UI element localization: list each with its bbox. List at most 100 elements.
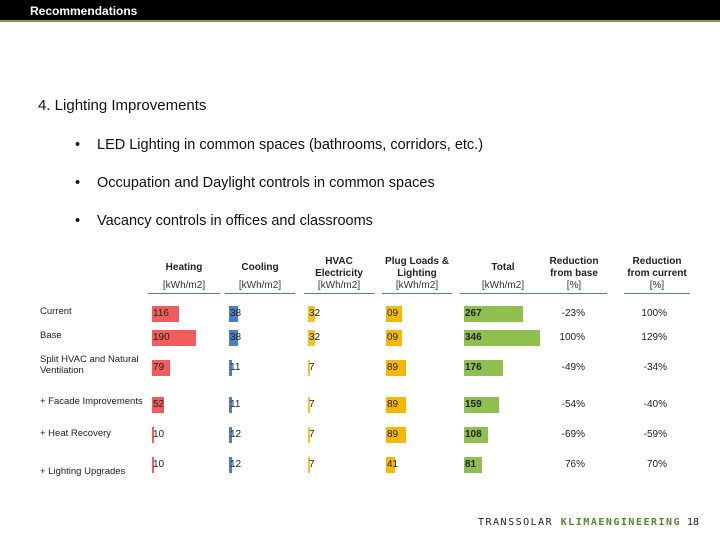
value-heating: 52 [153, 399, 165, 410]
brand-logo: TRANSSOLAR KLIMAENGINEERING [478, 517, 681, 528]
title-bar: Recommendations [0, 0, 720, 22]
bar-heating [152, 306, 179, 322]
bullet-item: • Vacancy controls in offices and classro… [75, 213, 373, 229]
bullet-text: Occupation and Daylight controls in comm… [97, 175, 435, 191]
bar-plug [386, 457, 396, 473]
column-header-red_base: Reduction from base [549, 256, 599, 279]
value-cooling: 38 [230, 332, 242, 343]
column-unit-red_current: [%] [624, 280, 690, 294]
value-total: 81 [465, 459, 477, 470]
value-red_base: -69% [561, 429, 585, 440]
bullet-glyph: • [75, 137, 81, 153]
value-plug: 89 [387, 429, 399, 440]
bar-cooling [229, 306, 238, 322]
value-red_base: -54% [561, 399, 585, 410]
bar-hvac [308, 330, 316, 346]
value-red_current: 100% [641, 308, 667, 319]
value-heating: 10 [153, 429, 165, 440]
bar-heating [152, 397, 164, 413]
bar-hvac [308, 360, 310, 376]
value-cooling: 11 [230, 362, 241, 373]
page-number: 18 [687, 517, 700, 528]
bar-plug [386, 427, 407, 443]
bar-heating [152, 457, 155, 473]
bar-plug [386, 397, 407, 413]
value-red_current: 70% [646, 459, 667, 470]
value-plug: 89 [387, 399, 399, 410]
column-header-cooling: Cooling [241, 262, 279, 273]
value-red_current: -34% [643, 362, 667, 373]
value-total: 108 [465, 429, 482, 440]
value-hvac: 7 [309, 399, 315, 410]
value-cooling: 12 [230, 459, 242, 470]
column-unit-red_base: [%] [541, 280, 607, 294]
row-label: + Facade Improvements [40, 396, 143, 407]
bar-total [464, 360, 503, 376]
brand-name: TRANSSOLAR [478, 517, 554, 528]
value-total: 346 [465, 332, 482, 343]
energy-table: Heating [kWh/m2] Cooling [kWh/m2] HVAC Elect… [0, 250, 720, 490]
value-hvac: 32 [309, 332, 321, 343]
column-header-hvac: HVAC Electricity [315, 256, 363, 279]
value-red_current: 129% [641, 332, 667, 343]
column-header-total: Total [491, 262, 515, 273]
column-unit-hvac: [kWh/m2] [304, 280, 374, 294]
value-heating: 190 [153, 332, 170, 343]
value-plug: 09 [387, 332, 399, 343]
bar-cooling [229, 457, 232, 473]
column-header-red_current: Reduction from current [627, 256, 687, 279]
bar-cooling [229, 330, 238, 346]
value-red_current: -59% [643, 429, 667, 440]
bar-hvac [308, 457, 310, 473]
row-label: + Heat Recovery [40, 428, 112, 439]
column-unit-cooling: [kWh/m2] [225, 280, 295, 294]
value-plug: 89 [387, 362, 399, 373]
bar-heating [152, 330, 196, 346]
value-red_base: 100% [559, 332, 585, 343]
row-label: + Lighting Upgrades [40, 466, 126, 477]
bar-plug [386, 360, 407, 376]
bar-heating [152, 360, 171, 376]
bar-hvac [308, 306, 316, 322]
value-total: 267 [465, 308, 482, 319]
column-header-heating: Heating [165, 262, 203, 273]
value-red_base: -49% [561, 362, 585, 373]
column-unit-total: [kWh/m2] [460, 280, 546, 294]
bar-plug [386, 330, 402, 346]
value-plug: 41 [387, 459, 399, 470]
column-unit-heating: [kWh/m2] [148, 280, 220, 294]
bullet-text: LED Lighting in common spaces (bathrooms… [97, 137, 484, 153]
bar-total [464, 397, 499, 413]
value-heating: 10 [153, 459, 165, 470]
value-total: 159 [465, 399, 482, 410]
bullet-item: • LED Lighting in common spaces (bathroom… [75, 137, 483, 153]
column-header-plug: Plug Loads & Lighting [385, 256, 449, 279]
value-hvac: 7 [309, 362, 315, 373]
section-heading: 4. Lighting Improvements [38, 97, 207, 114]
bar-hvac [308, 427, 310, 443]
column-unit-plug: [kWh/m2] [382, 280, 452, 294]
row-label: Base [40, 330, 62, 341]
bar-plug [386, 306, 402, 322]
value-plug: 09 [387, 308, 399, 319]
bar-total [464, 330, 541, 346]
value-heating: 116 [153, 308, 169, 319]
row-label: Current [40, 306, 72, 317]
value-red_current: -40% [643, 399, 667, 410]
brand-tagline: KLIMAENGINEERING [560, 517, 682, 528]
value-hvac: 32 [309, 308, 321, 319]
bar-hvac [308, 397, 310, 413]
bar-total [464, 306, 523, 322]
value-cooling: 12 [230, 429, 242, 440]
row-label: Split HVAC and Natural Ventilation [40, 354, 139, 376]
value-cooling: 11 [230, 399, 241, 410]
value-cooling: 38 [230, 308, 242, 319]
value-total: 176 [465, 362, 482, 373]
value-red_base: 76% [564, 459, 585, 470]
value-hvac: 7 [309, 429, 315, 440]
value-red_base: -23% [561, 308, 585, 319]
bar-heating [152, 427, 155, 443]
bar-total [464, 427, 488, 443]
bullet-item: • Occupation and Daylight controls in com… [75, 175, 435, 191]
page-title: Recommendations [30, 4, 138, 18]
